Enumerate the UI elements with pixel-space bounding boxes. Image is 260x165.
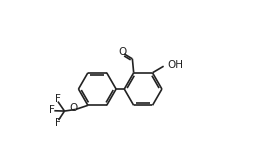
Text: OH: OH [167, 60, 183, 70]
Text: F: F [49, 105, 55, 115]
Text: O: O [70, 103, 78, 113]
Text: F: F [55, 118, 61, 128]
Text: F: F [55, 94, 61, 104]
Text: O: O [118, 47, 126, 57]
